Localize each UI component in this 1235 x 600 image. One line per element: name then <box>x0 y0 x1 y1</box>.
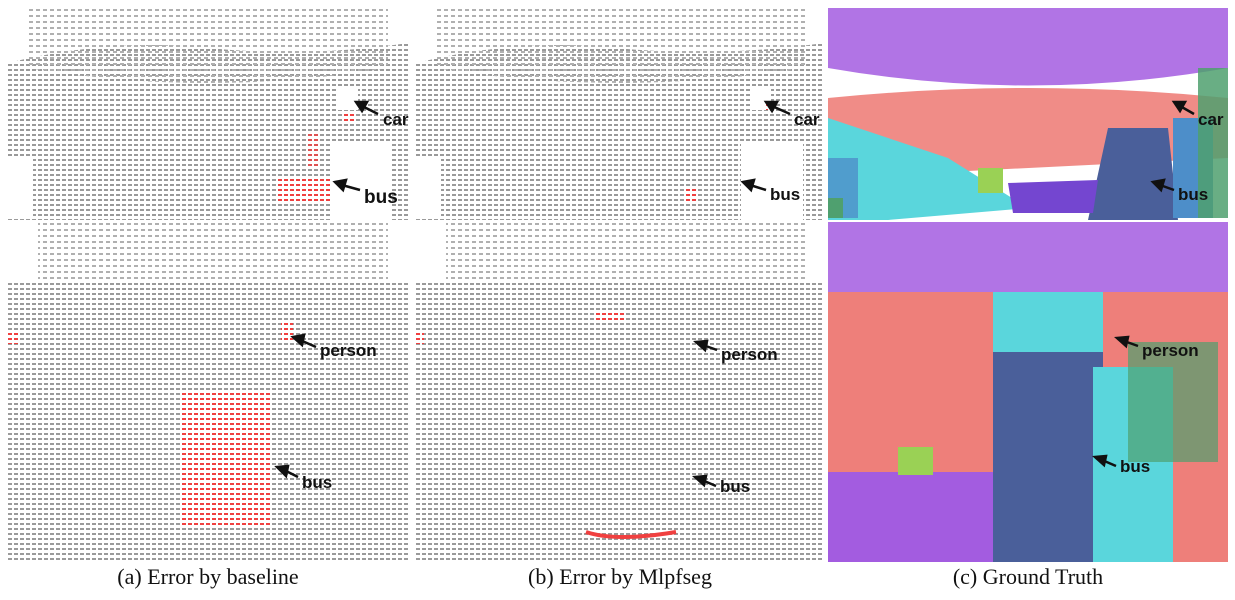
label-person-c: person <box>1142 341 1199 360</box>
label-car-a: car <box>383 110 409 129</box>
panel-a-bottom <box>8 222 408 562</box>
caption-a: (a) Error by baseline <box>117 564 299 589</box>
caption-b: (b) Error by Mlpfseg <box>528 564 712 589</box>
label-bus-c-top: bus <box>1178 185 1208 204</box>
panel-a-top <box>8 8 408 220</box>
label-person-a: person <box>320 341 377 360</box>
panel-c-top <box>828 8 1228 220</box>
label-bus-c-bottom: bus <box>1120 457 1150 476</box>
panel-c-bottom <box>828 222 1228 562</box>
label-bus-a-top: bus <box>364 187 398 208</box>
label-car-c: car <box>1198 110 1224 129</box>
panel-b-bottom <box>416 222 824 562</box>
label-bus-a-bottom: bus <box>302 473 332 492</box>
caption-c: (c) Ground Truth <box>952 564 1104 589</box>
label-bus-b-top: bus <box>770 185 800 204</box>
label-car-b: car <box>794 110 820 129</box>
label-bus-b-bottom: bus <box>720 477 750 496</box>
panel-b-top <box>416 8 824 220</box>
label-person-b: person <box>721 345 778 364</box>
